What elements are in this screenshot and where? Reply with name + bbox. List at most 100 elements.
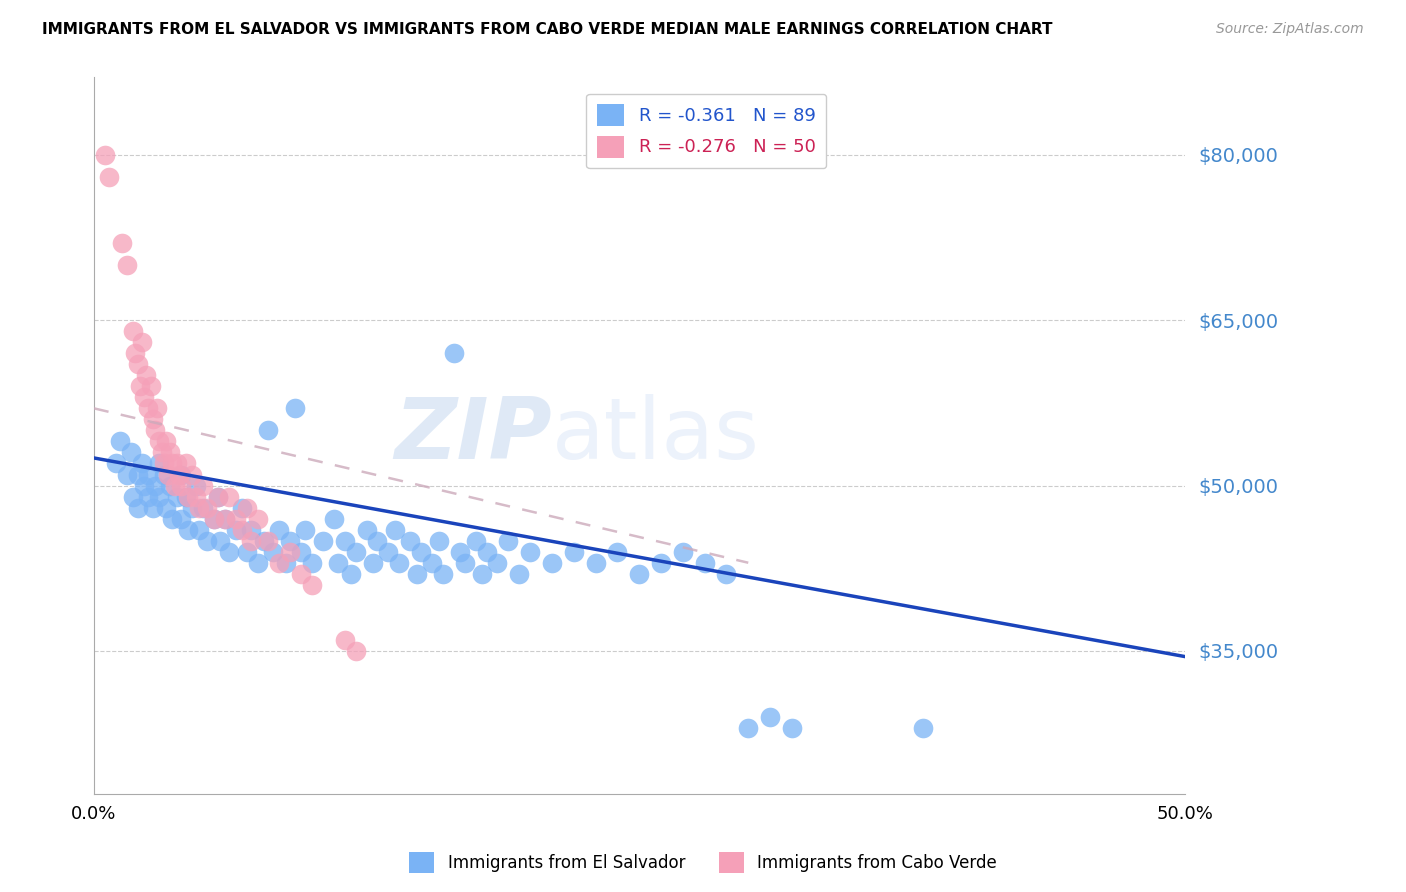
- Point: [420, 556, 443, 570]
- Point: [246, 556, 269, 570]
- Point: [138, 490, 160, 504]
- Point: [759, 710, 782, 724]
- Point: [340, 566, 363, 581]
- Point: [388, 556, 411, 570]
- Point: [127, 357, 149, 371]
- Point: [191, 478, 214, 492]
- Point: [328, 556, 350, 570]
- Point: [269, 523, 291, 537]
- Point: [464, 533, 486, 548]
- Point: [301, 578, 323, 592]
- Point: [186, 490, 208, 504]
- Point: [486, 556, 509, 570]
- Point: [187, 523, 209, 537]
- Point: [166, 490, 188, 504]
- Point: [562, 545, 585, 559]
- Point: [284, 401, 307, 416]
- Point: [122, 490, 145, 504]
- Point: [135, 368, 157, 383]
- Point: [177, 523, 200, 537]
- Point: [157, 467, 180, 482]
- Point: [159, 445, 181, 459]
- Point: [399, 533, 422, 548]
- Point: [167, 467, 190, 482]
- Text: ZIP: ZIP: [394, 394, 553, 477]
- Point: [257, 533, 280, 548]
- Point: [131, 457, 153, 471]
- Point: [333, 632, 356, 647]
- Point: [498, 533, 520, 548]
- Point: [231, 500, 253, 515]
- Point: [443, 346, 465, 360]
- Point: [191, 500, 214, 515]
- Point: [181, 467, 204, 482]
- Point: [253, 533, 276, 548]
- Point: [312, 533, 335, 548]
- Point: [225, 511, 247, 525]
- Point: [195, 533, 218, 548]
- Point: [384, 523, 406, 537]
- Point: [177, 490, 200, 504]
- Point: [174, 490, 197, 504]
- Point: [361, 556, 384, 570]
- Point: [519, 545, 541, 559]
- Point: [143, 423, 166, 437]
- Point: [672, 545, 695, 559]
- Point: [152, 467, 174, 482]
- Point: [432, 566, 454, 581]
- Point: [290, 566, 312, 581]
- Point: [454, 556, 477, 570]
- Point: [231, 523, 253, 537]
- Point: [780, 721, 803, 735]
- Point: [737, 721, 759, 735]
- Point: [225, 523, 247, 537]
- Point: [427, 533, 450, 548]
- Point: [127, 500, 149, 515]
- Point: [333, 533, 356, 548]
- Point: [274, 556, 297, 570]
- Point: [148, 434, 170, 449]
- Point: [235, 500, 257, 515]
- Text: IMMIGRANTS FROM EL SALVADOR VS IMMIGRANTS FROM CABO VERDE MEDIAN MALE EARNINGS C: IMMIGRANTS FROM EL SALVADOR VS IMMIGRANT…: [42, 22, 1053, 37]
- Point: [218, 545, 240, 559]
- Point: [187, 500, 209, 515]
- Point: [262, 545, 284, 559]
- Point: [186, 478, 208, 492]
- Point: [269, 556, 291, 570]
- Point: [294, 523, 316, 537]
- Point: [162, 511, 184, 525]
- Point: [122, 324, 145, 338]
- Point: [344, 545, 367, 559]
- Point: [411, 545, 433, 559]
- Text: atlas: atlas: [553, 394, 761, 477]
- Point: [142, 500, 165, 515]
- Point: [209, 533, 232, 548]
- Text: Source: ZipAtlas.com: Source: ZipAtlas.com: [1216, 22, 1364, 37]
- Point: [322, 511, 344, 525]
- Point: [471, 566, 494, 581]
- Point: [278, 533, 301, 548]
- Point: [142, 412, 165, 426]
- Point: [202, 511, 225, 525]
- Point: [246, 511, 269, 525]
- Point: [170, 478, 193, 492]
- Point: [94, 147, 117, 161]
- Legend: Immigrants from El Salvador, Immigrants from Cabo Verde: Immigrants from El Salvador, Immigrants …: [402, 846, 1004, 880]
- Point: [115, 467, 138, 482]
- Point: [606, 545, 628, 559]
- Point: [475, 545, 498, 559]
- Point: [628, 566, 651, 581]
- Point: [290, 545, 312, 559]
- Point: [278, 545, 301, 559]
- Point: [138, 467, 160, 482]
- Point: [155, 434, 177, 449]
- Point: [108, 434, 131, 449]
- Point: [115, 258, 138, 272]
- Point: [585, 556, 607, 570]
- Point: [143, 478, 166, 492]
- Point: [214, 511, 236, 525]
- Point: [124, 346, 146, 360]
- Point: [104, 457, 127, 471]
- Point: [235, 545, 257, 559]
- Point: [377, 545, 399, 559]
